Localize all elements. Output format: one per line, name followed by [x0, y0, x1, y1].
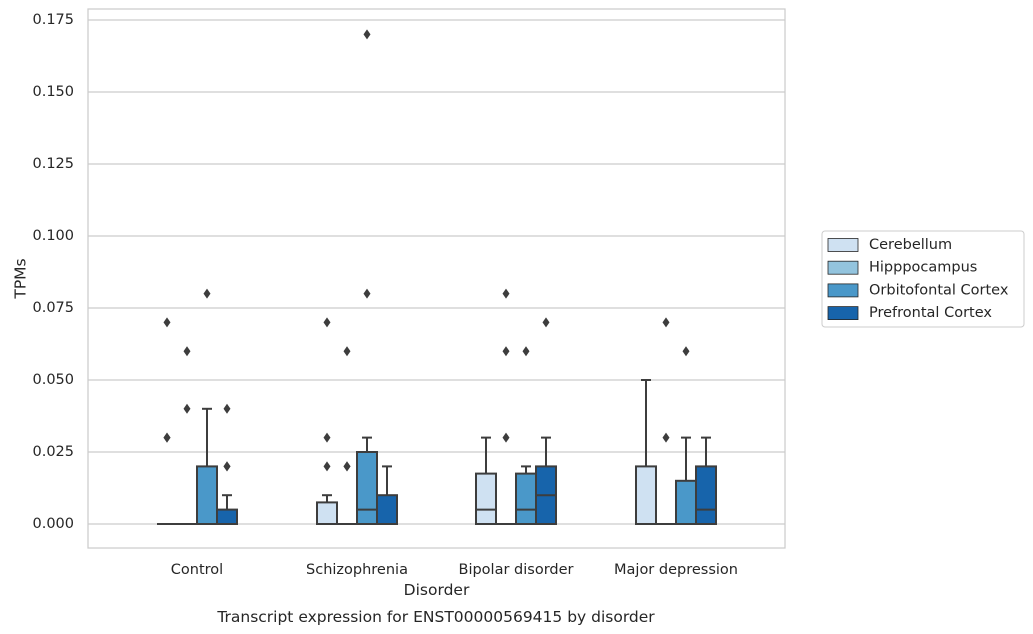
- outlier-point: [522, 346, 530, 357]
- legend-label: Hipppocampus: [869, 260, 977, 276]
- outlier-markers: [163, 29, 690, 472]
- outlier-point: [343, 346, 351, 357]
- box-body: [196, 465, 218, 525]
- box-body: [376, 494, 398, 526]
- box-body: [216, 508, 238, 526]
- outlier-point: [183, 346, 191, 357]
- box-body: [675, 479, 697, 525]
- x-tick-label: Major depression: [614, 562, 738, 578]
- y-tick-label: 0.000: [32, 516, 74, 532]
- y-tick-label: 0.125: [32, 156, 74, 172]
- outlier-point: [502, 346, 510, 357]
- legend-swatch: [827, 260, 859, 275]
- box-prefrontal-cortex: [376, 465, 398, 526]
- box-orbitofontal-cortex: [356, 436, 378, 525]
- outlier-point: [662, 432, 670, 443]
- legend-label: Prefrontal Cortex: [869, 305, 992, 321]
- x-tick-label: Bipolar disorder: [459, 562, 574, 578]
- outlier-point: [502, 432, 510, 443]
- y-axis-title: TPMs: [12, 258, 30, 299]
- outlier-point: [163, 432, 171, 443]
- outlier-point: [183, 403, 191, 414]
- box-cerebellum: [475, 436, 497, 526]
- legend-label: Orbitofontal Cortex: [869, 282, 1009, 298]
- y-tick-label: 0.150: [32, 84, 74, 100]
- box-orbitofontal-cortex: [515, 465, 537, 526]
- box-prefrontal-cortex: [535, 436, 557, 525]
- box-body: [356, 451, 378, 525]
- box-plots: [157, 379, 717, 526]
- box-orbitofontal-cortex: [675, 436, 697, 525]
- outlier-point: [223, 403, 231, 414]
- box-body: [475, 472, 497, 526]
- outlier-point: [363, 288, 371, 299]
- y-tick-label: 0.100: [32, 228, 74, 244]
- x-tick-labels: Control Schizophrenia Bipolar disorder Majo…: [171, 562, 738, 578]
- y-tick-labels: 0.000 0.025 0.050 0.075 0.100 0.125 0.150 0.175: [32, 12, 74, 532]
- outlier-point: [323, 432, 331, 443]
- box-body: [695, 465, 717, 525]
- outlier-point: [203, 288, 211, 299]
- y-tick-label: 0.075: [32, 300, 74, 316]
- chart-caption: Transcript expression for ENST0000056941…: [216, 608, 655, 626]
- outlier-point: [223, 461, 231, 472]
- box-body: [316, 501, 338, 525]
- outlier-point: [363, 29, 371, 40]
- outlier-point: [163, 317, 171, 328]
- outlier-point: [343, 461, 351, 472]
- y-tick-label: 0.025: [32, 444, 74, 460]
- legend-frame: [821, 230, 1025, 328]
- x-axis-title: Disorder: [404, 581, 470, 599]
- legend-label: Cerebellum: [869, 237, 952, 253]
- box-prefrontal-cortex: [695, 436, 717, 525]
- x-tick-label: Control: [171, 562, 223, 578]
- outlier-point: [542, 317, 550, 328]
- legend: Cerebellum Hipppocampus Orbitofontal Corte…: [821, 230, 1025, 328]
- box-body: [515, 472, 537, 526]
- box-cerebellum: [316, 494, 338, 525]
- outlier-point: [323, 317, 331, 328]
- legend-swatch: [827, 238, 859, 252]
- outlier-point: [323, 461, 331, 472]
- legend-swatch: [827, 306, 859, 321]
- plot-frame: [87, 8, 786, 549]
- box-orbitofontal-cortex: [196, 407, 218, 525]
- outlier-point: [662, 317, 670, 328]
- legend-swatch: [827, 283, 859, 298]
- box-cerebellum: [635, 379, 657, 525]
- outlier-point: [682, 346, 690, 357]
- y-tick-label: 0.050: [32, 372, 74, 388]
- box-prefrontal-cortex: [216, 494, 238, 526]
- x-tick-label: Schizophrenia: [306, 562, 408, 578]
- y-tick-label: 0.175: [32, 12, 74, 28]
- box-body: [635, 465, 657, 525]
- outlier-point: [502, 288, 510, 299]
